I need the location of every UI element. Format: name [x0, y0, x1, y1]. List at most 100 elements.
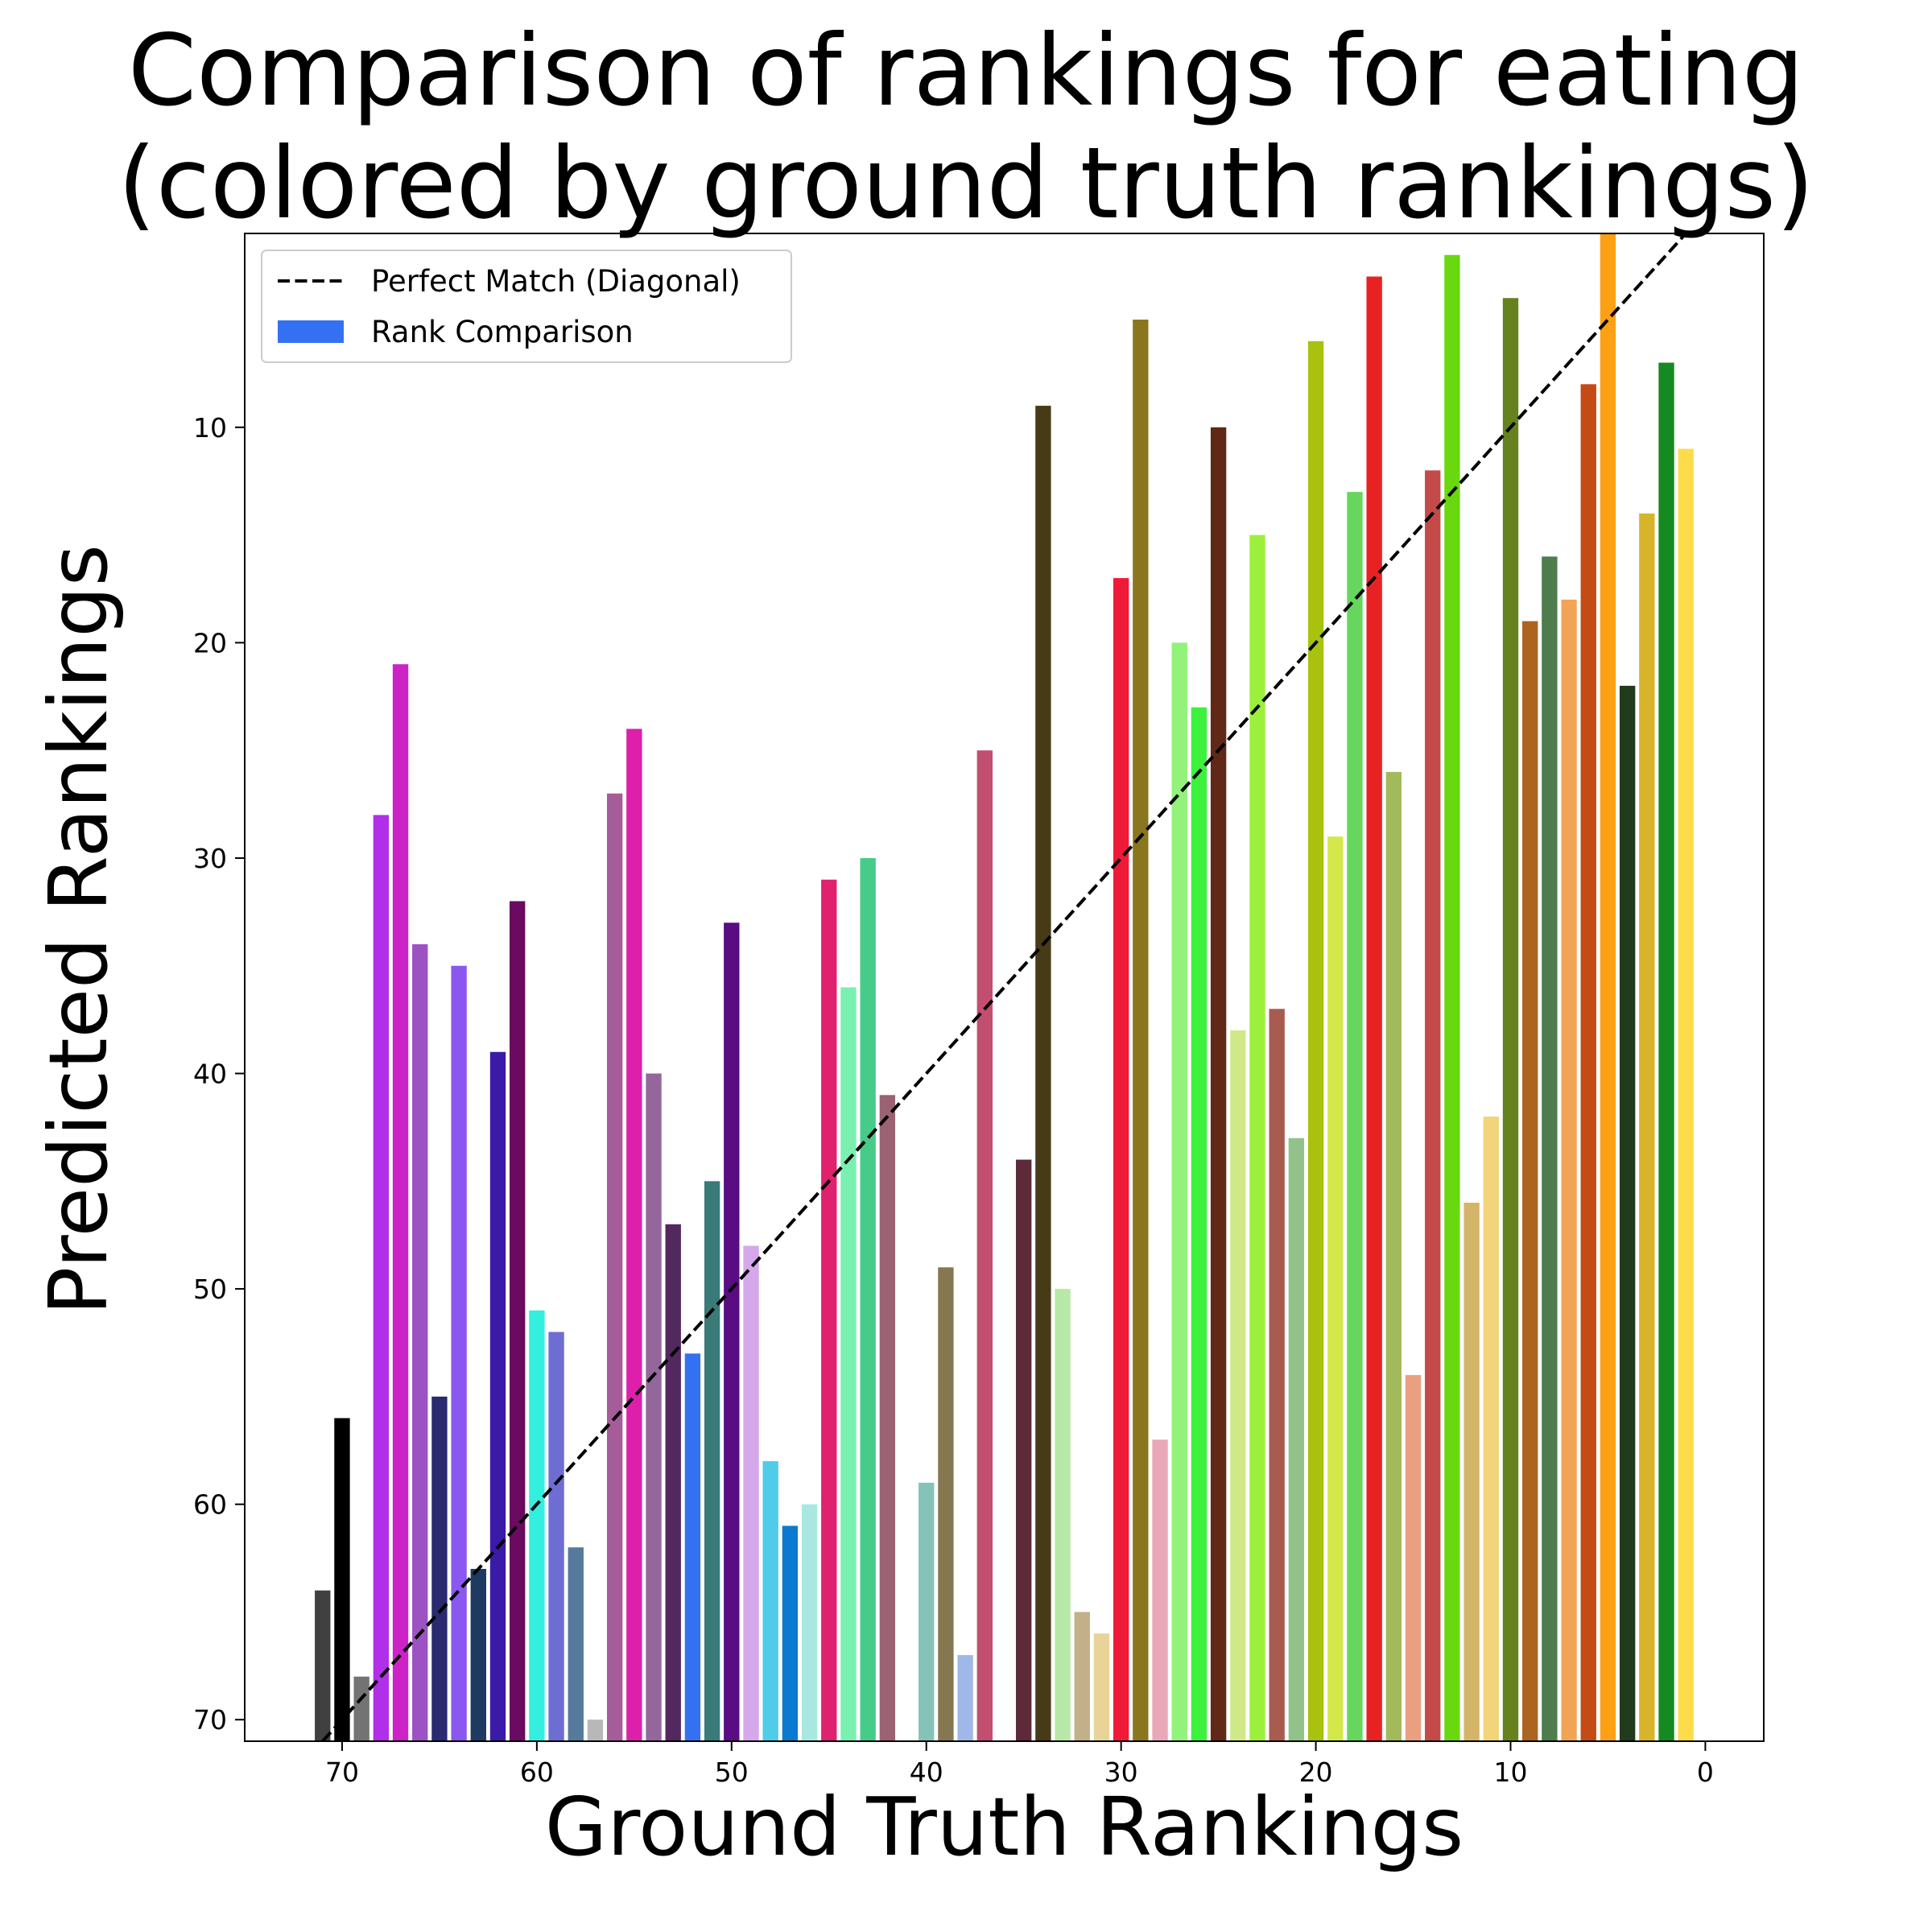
y-tick-label: 60	[193, 1489, 227, 1521]
bar-58	[568, 1547, 584, 1741]
bar-61	[510, 901, 526, 1741]
plot-frame	[244, 233, 1765, 1742]
bar-28	[1152, 1439, 1168, 1741]
bar-59	[548, 1331, 564, 1741]
x-axis-label: Ground Truth Rankings	[544, 1780, 1464, 1874]
x-tick-label: 30	[1104, 1757, 1138, 1788]
bar-11	[1483, 1117, 1499, 1741]
bar-10	[1502, 298, 1519, 1741]
bar-57	[587, 1719, 604, 1741]
bar-9	[1522, 621, 1538, 1741]
legend-label: Rank Comparison	[371, 315, 634, 349]
bar-7	[1561, 599, 1577, 1741]
bar-37	[976, 750, 993, 1741]
x-tick-label: 60	[520, 1757, 554, 1788]
bar-54	[646, 1073, 662, 1741]
y-tick-label: 30	[193, 843, 227, 874]
legend-box	[261, 250, 792, 363]
bar-29	[1133, 320, 1149, 1741]
y-axis-label: Predicted Rankings	[31, 544, 126, 1315]
bar-45	[821, 879, 837, 1741]
chart-title: Comparison of rankings for eating (color…	[0, 14, 1932, 240]
bar-70	[334, 1418, 350, 1741]
bar-49	[743, 1245, 759, 1741]
bar-27	[1171, 642, 1187, 1741]
bar-34	[1035, 406, 1051, 1741]
chart-title-line-1: Comparison of rankings for eating	[127, 14, 1805, 128]
bar-65	[431, 1396, 448, 1741]
bar-8	[1542, 556, 1558, 1741]
bar-44	[840, 987, 857, 1741]
bar-67	[392, 664, 409, 1741]
bar-35	[1016, 1159, 1032, 1741]
bar-26	[1191, 707, 1208, 1741]
bar-21	[1288, 1137, 1305, 1741]
bar-6	[1580, 384, 1596, 1741]
bar-15	[1405, 1375, 1422, 1741]
bar-23	[1249, 535, 1265, 1741]
y-tick-label: 50	[193, 1274, 227, 1305]
bar-13	[1444, 254, 1460, 1741]
bar-1	[1678, 448, 1694, 1741]
bar-48	[762, 1461, 778, 1741]
bar-68	[373, 815, 390, 1741]
y-tick-label: 70	[193, 1704, 227, 1736]
bar-19	[1327, 836, 1344, 1741]
x-tick-label: 40	[910, 1757, 943, 1788]
legend-patch-swatch	[278, 320, 344, 343]
y-tick-label: 40	[193, 1059, 227, 1090]
bar-14	[1425, 470, 1441, 1741]
bar-31	[1093, 1633, 1110, 1741]
bar-40	[919, 1482, 935, 1741]
bar-42	[879, 1095, 896, 1741]
axes-layer: 70 60 50 40 30 20 10 0 10 20 30 40 50 60 70	[193, 233, 1765, 1788]
bar-51	[704, 1181, 720, 1741]
bar-25	[1210, 427, 1227, 1741]
chart-title-line-2: (colored by ground truth rankings)	[118, 126, 1814, 241]
bar-46	[801, 1504, 818, 1741]
bar-24	[1230, 1030, 1246, 1741]
bar-33	[1055, 1289, 1071, 1741]
bar-47	[782, 1525, 799, 1741]
bar-2	[1658, 362, 1674, 1741]
y-tick-label: 20	[193, 627, 227, 658]
bar-38	[957, 1654, 973, 1741]
bar-17	[1366, 276, 1382, 1741]
diagonal-layer	[321, 233, 1688, 1741]
x-tick-label: 50	[715, 1757, 749, 1788]
bar-5	[1600, 233, 1616, 1741]
bar-22	[1269, 1009, 1285, 1741]
bar-30	[1113, 578, 1129, 1741]
bar-4	[1619, 685, 1636, 1741]
bar-3	[1639, 513, 1655, 1741]
bar-71	[315, 1590, 331, 1741]
x-tick-label: 10	[1494, 1757, 1528, 1788]
bar-39	[938, 1267, 954, 1741]
bar-62	[489, 1051, 506, 1741]
bar-69	[353, 1676, 369, 1741]
bar-55	[626, 729, 642, 1741]
bar-63	[470, 1568, 486, 1741]
bars-layer	[315, 233, 1694, 1741]
x-tick-label: 20	[1299, 1757, 1333, 1788]
bar-12	[1463, 1203, 1480, 1741]
legend: Perfect Match (Diagonal) Rank Comparison	[261, 250, 792, 363]
bar-53	[665, 1224, 681, 1741]
x-tick-label: 0	[1697, 1757, 1714, 1788]
bar-56	[606, 793, 623, 1741]
x-tick-label: 70	[325, 1757, 359, 1788]
legend-label: Perfect Match (Diagonal)	[371, 264, 741, 299]
diagonal-line	[321, 233, 1688, 1741]
bar-16	[1385, 771, 1402, 1741]
bar-18	[1347, 492, 1363, 1741]
bar-52	[684, 1353, 701, 1741]
bar-32	[1074, 1612, 1090, 1741]
bar-66	[412, 943, 428, 1741]
bar-20	[1307, 341, 1324, 1741]
bar-43	[860, 857, 876, 1741]
y-tick-label: 10	[193, 412, 227, 444]
bar-50	[724, 923, 740, 1741]
bar-64	[451, 965, 467, 1741]
